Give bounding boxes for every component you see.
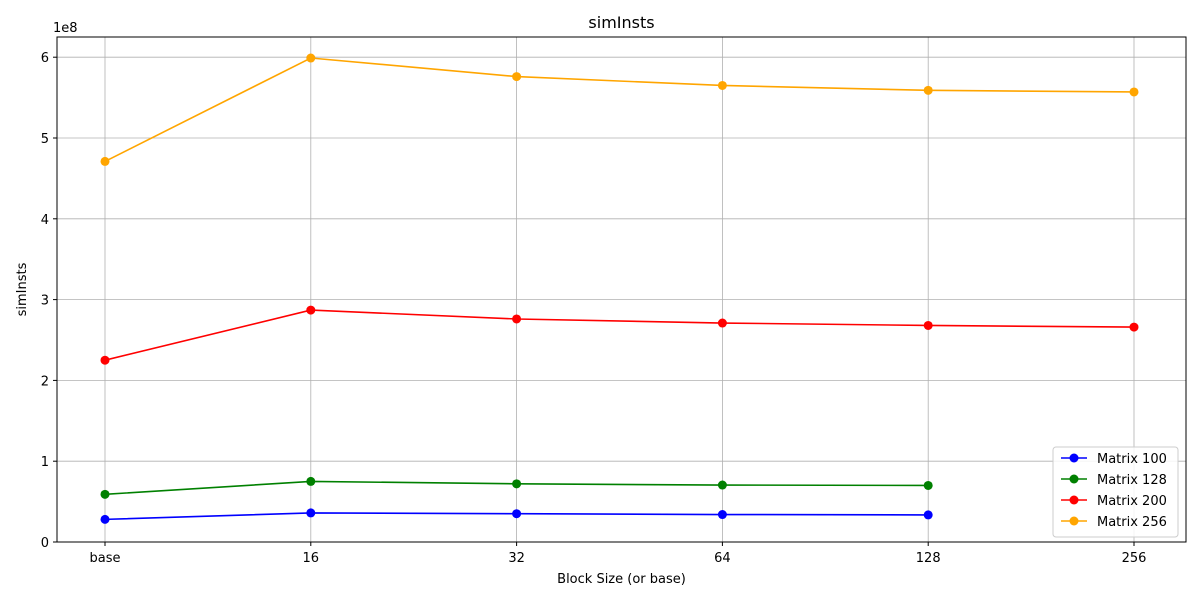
series-layer <box>100 53 1139 524</box>
series-line <box>104 57 1135 163</box>
ticks: base 16 32 64 128 256 0 1 2 3 4 5 6 <box>41 51 1147 566</box>
series-matrix-100 <box>100 508 933 524</box>
series-line <box>104 309 1135 361</box>
y-tick-label: 3 <box>41 294 49 309</box>
data-point <box>923 85 933 95</box>
legend: Matrix 100 Matrix 128 Matrix 200 Matrix 256 <box>1052 446 1179 538</box>
x-tick-label: 256 <box>1122 551 1147 566</box>
legend-item: Matrix 100 <box>1061 452 1167 467</box>
legend-item: Matrix 256 <box>1061 515 1167 530</box>
legend-label: Matrix 128 <box>1097 473 1167 488</box>
y-axis-exponent-label: 1e8 <box>53 21 78 36</box>
legend-marker <box>1069 453 1079 463</box>
x-tick-label: 128 <box>916 551 941 566</box>
legend-marker <box>1069 474 1079 484</box>
legend-label: Matrix 256 <box>1097 515 1167 530</box>
data-point <box>306 476 316 486</box>
x-tick-label: 64 <box>714 551 731 566</box>
legend-marker <box>1069 495 1079 505</box>
data-point <box>1129 87 1139 97</box>
series-matrix-128 <box>100 476 933 499</box>
legend-label: Matrix 200 <box>1097 494 1167 509</box>
data-point <box>717 510 727 520</box>
data-point <box>100 514 110 524</box>
data-point <box>306 508 316 518</box>
legend-item: Matrix 128 <box>1061 473 1167 488</box>
data-point <box>512 72 522 82</box>
legend-box <box>1052 446 1179 538</box>
data-point <box>100 156 110 166</box>
y-tick-label: 5 <box>41 132 49 147</box>
plot-frame <box>56 36 1187 543</box>
data-point <box>306 53 316 63</box>
legend-item: Matrix 200 <box>1061 494 1167 509</box>
y-tick-label: 2 <box>41 374 49 389</box>
data-point <box>512 314 522 324</box>
y-axis-label: simInsts <box>15 262 30 316</box>
data-point <box>923 510 933 520</box>
legend-marker <box>1069 516 1079 526</box>
x-tick-label: 16 <box>303 551 320 566</box>
data-point <box>100 355 110 365</box>
data-point <box>923 320 933 330</box>
series-matrix-200 <box>100 305 1139 365</box>
data-point <box>1129 322 1139 332</box>
x-tick-label: base <box>90 551 121 566</box>
data-point <box>100 489 110 499</box>
data-point <box>717 80 727 90</box>
data-point <box>306 305 316 315</box>
series-matrix-256 <box>100 53 1139 166</box>
data-point <box>923 480 933 490</box>
data-point <box>512 479 522 489</box>
chart-title: simInsts <box>588 13 654 32</box>
data-point <box>717 318 727 328</box>
y-tick-label: 1 <box>41 455 49 470</box>
y-tick-label: 0 <box>41 536 49 551</box>
x-axis-label: Block Size (or base) <box>557 572 686 587</box>
data-point <box>512 509 522 519</box>
legend-label: Matrix 100 <box>1097 452 1167 467</box>
y-tick-label: 6 <box>41 51 49 66</box>
data-point <box>717 480 727 490</box>
x-tick-label: 32 <box>508 551 525 566</box>
y-tick-label: 4 <box>41 213 49 228</box>
